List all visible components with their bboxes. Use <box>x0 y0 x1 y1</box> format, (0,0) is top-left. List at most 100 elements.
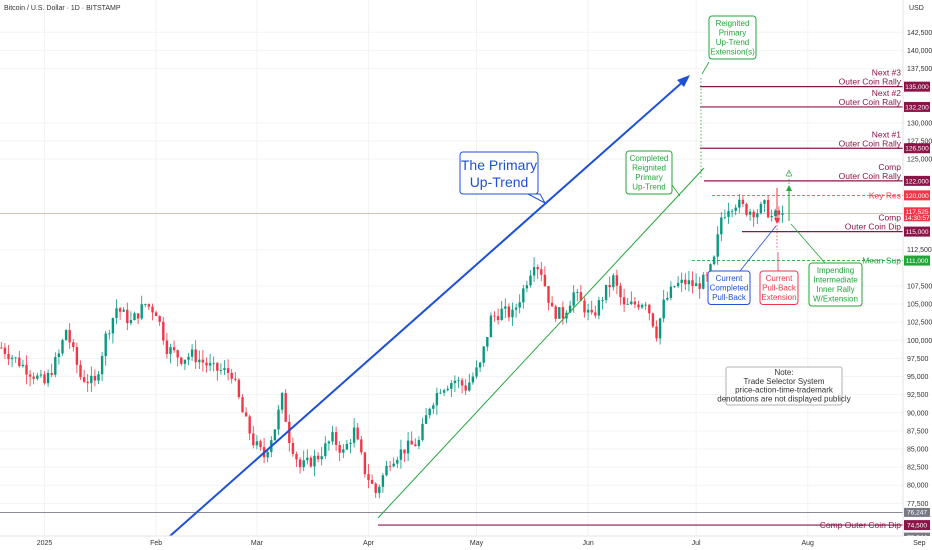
candle-body <box>723 216 727 218</box>
price-tag-text: 132,200 <box>905 104 929 111</box>
note-callout-line-3: price-action-time-trademark <box>735 386 834 395</box>
candle-body <box>3 347 7 354</box>
candle-body <box>295 453 298 460</box>
candle-body <box>705 274 709 276</box>
candle-body <box>316 455 320 460</box>
candle-body <box>468 382 471 391</box>
candle-body <box>630 301 633 305</box>
candle-body <box>324 443 327 457</box>
y-tick-label: 77,500 <box>907 501 929 508</box>
candle-body <box>28 374 32 377</box>
candle-body <box>572 292 575 306</box>
candle-body <box>752 211 755 218</box>
candle-body <box>18 357 21 367</box>
level-label-top: Next #3 <box>872 68 902 78</box>
y-tick-label: 130,000 <box>907 120 932 127</box>
x-tick-label: Jul <box>692 540 701 547</box>
candle-body <box>14 357 17 359</box>
candle-body <box>777 210 781 215</box>
candle-body <box>554 306 557 319</box>
primary-trend-callout-tail <box>527 193 547 205</box>
candle-body <box>111 318 115 334</box>
level-label-top: Next #2 <box>872 88 902 98</box>
candle-body <box>529 275 532 286</box>
current-completed-pointer <box>739 225 777 272</box>
candle-body <box>597 300 601 316</box>
candle-body <box>162 321 165 341</box>
candle-body <box>716 234 719 257</box>
candle-body <box>108 333 111 335</box>
y-tick-label: 85,000 <box>907 446 929 453</box>
candle-body <box>385 465 388 476</box>
candle-body <box>417 440 421 447</box>
candle-body <box>61 340 64 354</box>
level-label-bottom: Outer Coin Dip <box>845 222 901 232</box>
candle-body <box>558 307 561 319</box>
candle-body <box>576 292 579 293</box>
candle-body <box>277 409 280 430</box>
candle-body <box>651 313 655 327</box>
candle-body <box>500 308 503 321</box>
price-tag-text: 74,500 <box>907 522 927 529</box>
price-tag-text: 120,000 <box>905 193 929 200</box>
candle-body <box>691 280 694 287</box>
candle-body <box>21 364 25 367</box>
rally-extension-arrowhead <box>785 169 793 177</box>
candle-body <box>0 347 3 349</box>
candle-body <box>320 456 323 460</box>
price-tag-bg <box>904 101 930 112</box>
candle-body <box>356 427 359 440</box>
level-label-bottom: Outer Coin Rally <box>839 77 902 87</box>
x-tick-label: May <box>470 540 484 547</box>
candle-body <box>302 460 305 468</box>
candle-body <box>594 312 597 316</box>
candle-body <box>414 444 417 447</box>
candle-body <box>338 445 341 453</box>
price-axis-panel[interactable] <box>903 0 932 536</box>
y-tick-label: 137,500 <box>907 66 932 73</box>
y-tick-label: 92,500 <box>907 392 929 399</box>
candle-body <box>666 298 669 300</box>
candle-body <box>72 342 75 348</box>
completed-callout-line-2: Reignited <box>632 164 666 173</box>
note-callout-line-2: Trade Selector System <box>743 377 824 386</box>
candle-body <box>230 372 233 379</box>
candle-body <box>154 312 158 317</box>
candle-body <box>568 305 572 313</box>
candle-body <box>241 397 244 413</box>
candle-body <box>165 340 169 354</box>
candle-body <box>640 305 644 308</box>
candle-body <box>601 300 604 301</box>
current-completed-callout-line-1: Current <box>716 274 743 283</box>
candle-body <box>583 300 586 313</box>
candle-body <box>446 388 449 391</box>
candle-body <box>136 313 140 319</box>
impending-pointer <box>790 223 826 264</box>
time-axis[interactable]: 2025 Feb Mar Apr May Jun Jul Aug Sep <box>37 540 926 547</box>
candle-body <box>450 383 453 389</box>
current-completed-callout-line-2: Completed <box>710 284 749 293</box>
price-tag-text: 126,500 <box>905 146 929 153</box>
candle-body <box>781 213 784 215</box>
channel-line <box>377 167 705 519</box>
primary-trend-line <box>169 78 687 537</box>
candle-body <box>763 200 766 204</box>
primary-trend-callout-box <box>459 151 539 195</box>
candle-body <box>176 350 179 358</box>
reignited-callout-line-2: Primary <box>719 29 747 38</box>
time-axis-panel[interactable] <box>0 536 932 550</box>
candle-body <box>684 279 687 285</box>
candle-body <box>421 423 424 441</box>
y-tick-label: 127,500 <box>907 139 932 146</box>
candle-body <box>619 285 622 298</box>
y-tick-label: 140,000 <box>907 48 932 55</box>
impending-callout-line-4: W/Extension <box>813 295 858 304</box>
candle-body <box>475 367 478 377</box>
candle-body <box>208 363 212 366</box>
candle-body <box>43 374 46 384</box>
candle-body <box>172 347 176 351</box>
candle-body <box>57 353 61 358</box>
price-axis[interactable]: 142,500 140,000 137,500 130,000 127,500 125,0… <box>907 30 932 508</box>
